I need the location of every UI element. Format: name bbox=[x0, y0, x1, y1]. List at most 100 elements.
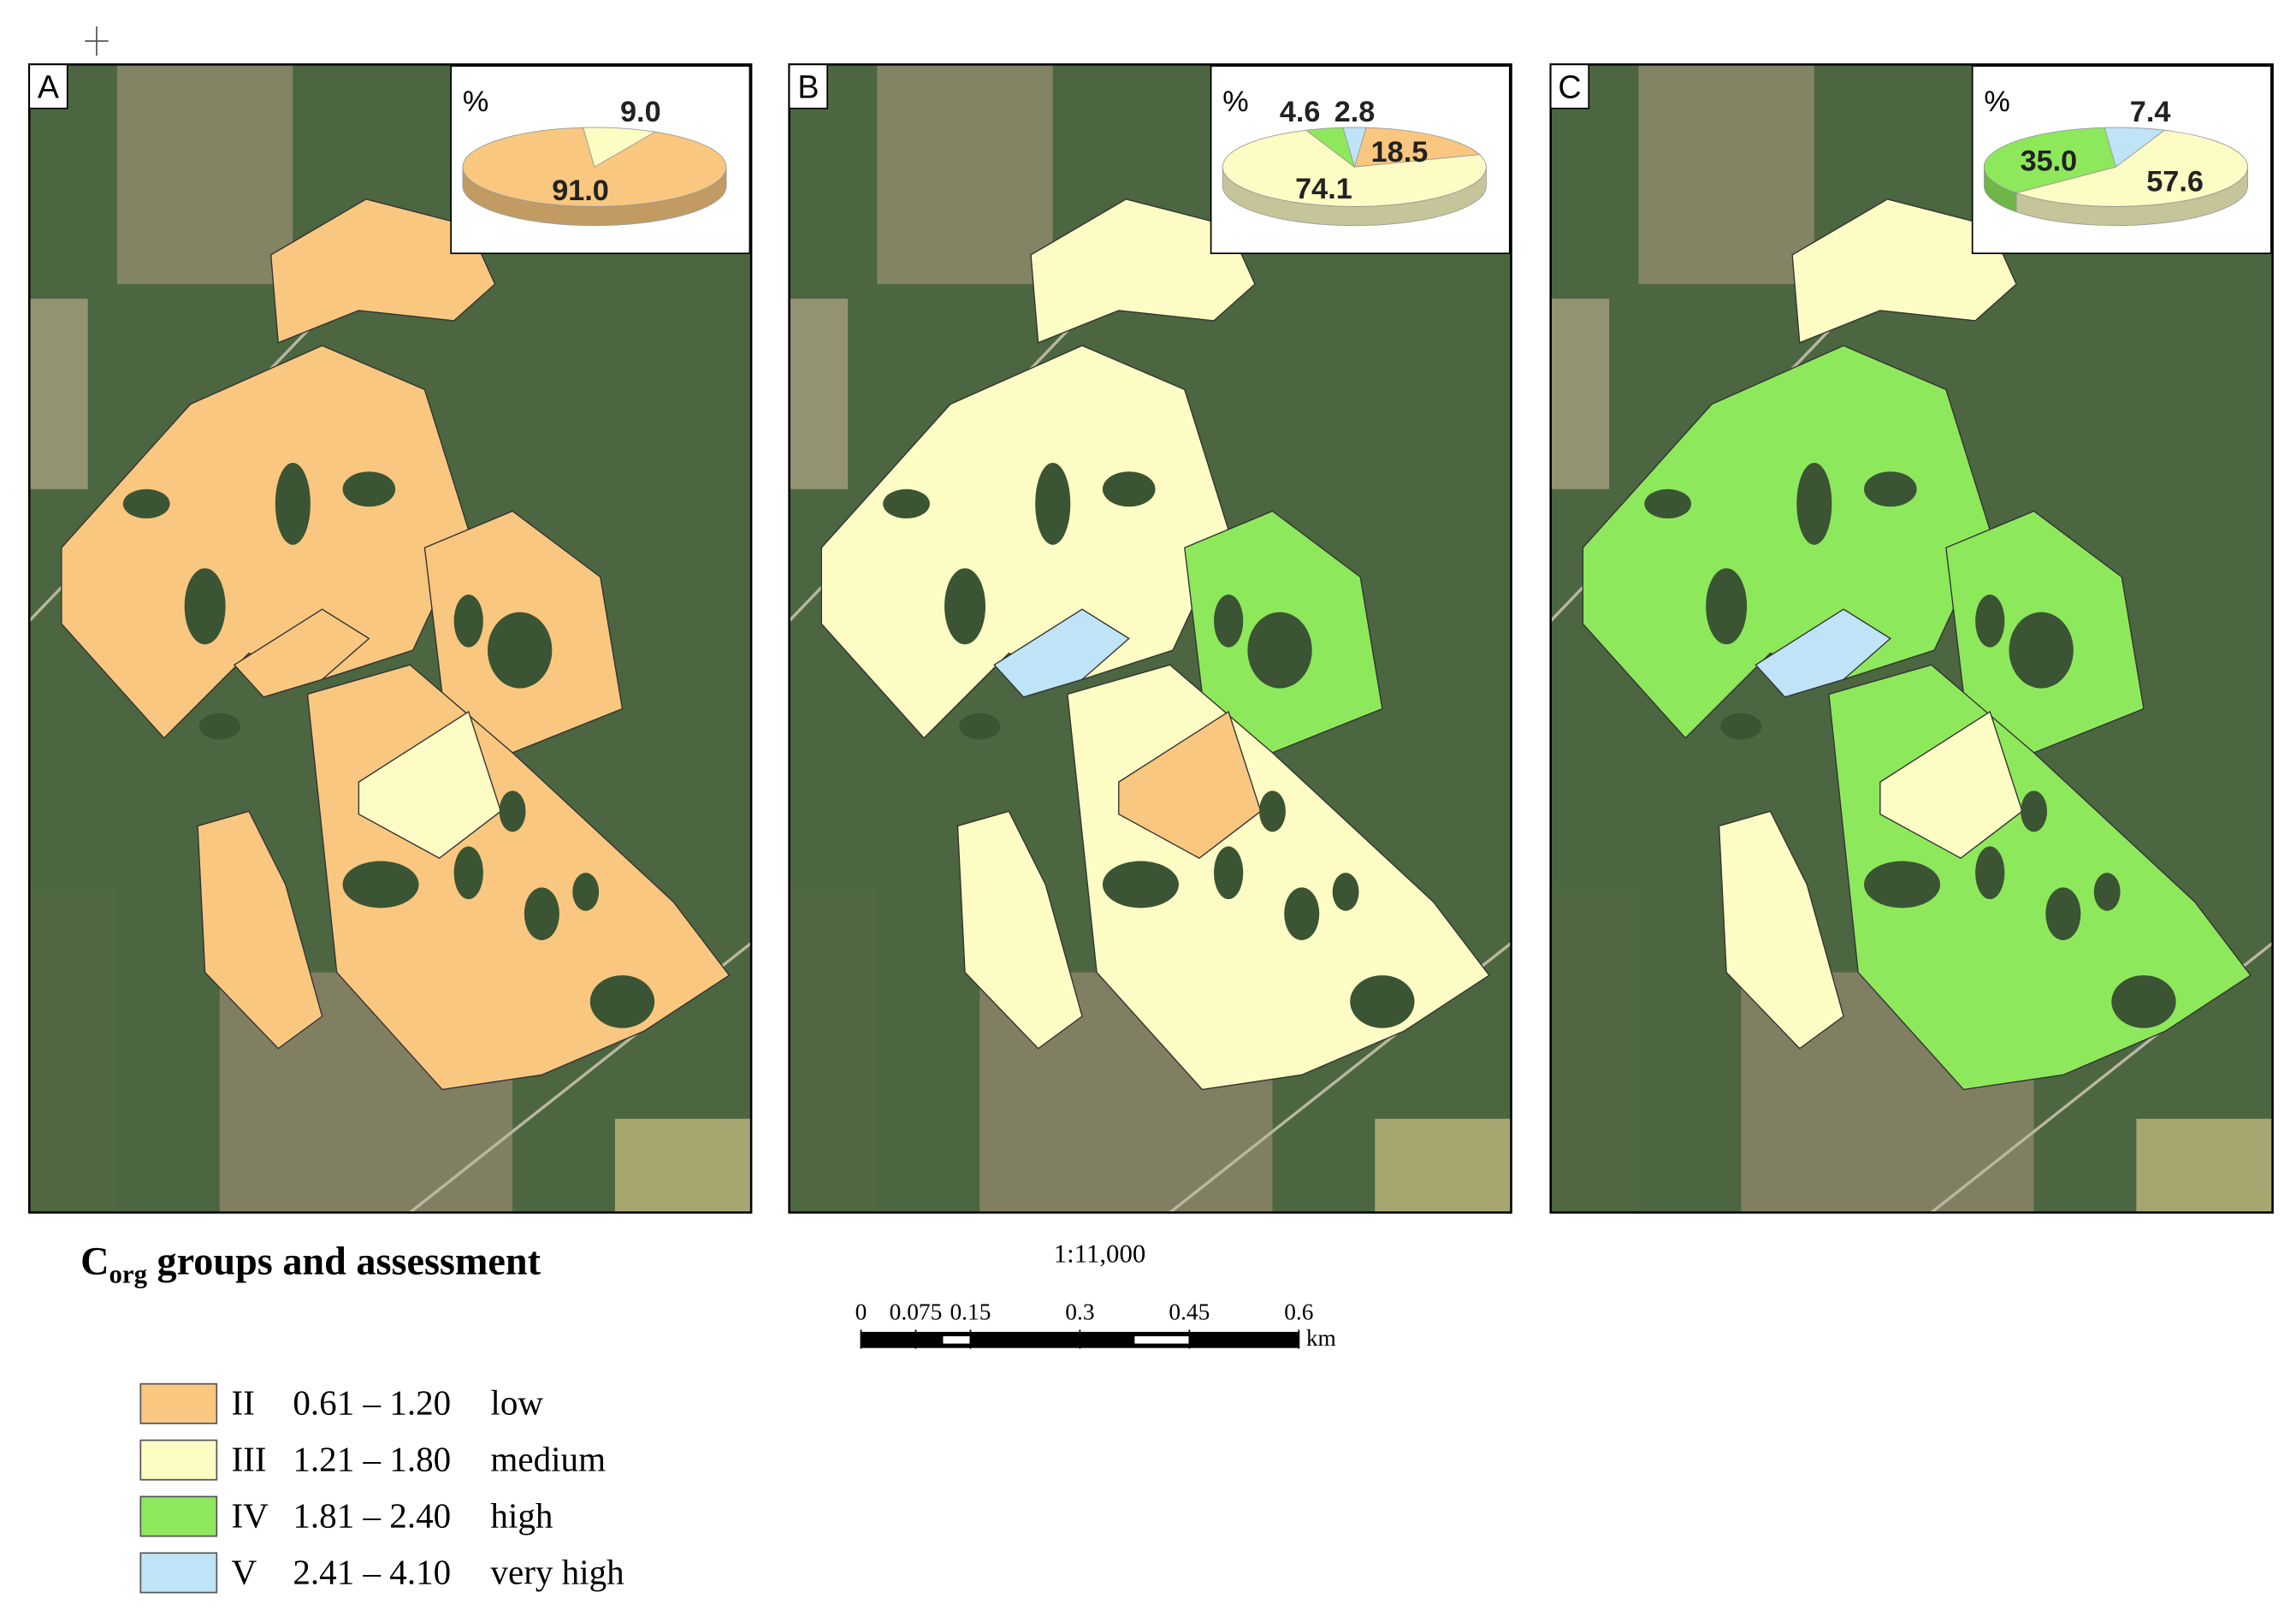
pie-slice bbox=[1305, 127, 1356, 169]
scale-unit: km bbox=[1306, 1325, 1336, 1351]
legend-group: III bbox=[231, 1439, 266, 1478]
pie-slice bbox=[1222, 129, 1487, 207]
forest-patch bbox=[122, 488, 170, 519]
scale-tick-label: 0 bbox=[855, 1299, 867, 1324]
panel-letter-box bbox=[28, 63, 68, 110]
forest-patch bbox=[1259, 790, 1286, 832]
soil-zone bbox=[197, 810, 323, 1050]
forest-patch bbox=[1720, 713, 1762, 740]
forest-patch bbox=[1102, 861, 1179, 909]
forest-patch bbox=[2021, 790, 2048, 832]
forest-patch bbox=[1644, 488, 1692, 519]
scale-tick-label: 0.6 bbox=[1284, 1299, 1313, 1324]
scale-tick-label: 0.3 bbox=[1065, 1299, 1094, 1324]
soil-zone bbox=[1755, 608, 1891, 698]
aerial-map bbox=[29, 64, 752, 1213]
forest-patch bbox=[1864, 861, 1941, 909]
legend-assessment: high bbox=[490, 1495, 553, 1535]
legend-swatch bbox=[139, 1552, 218, 1594]
scale-ratio: 1:11,000 bbox=[1054, 1240, 1146, 1269]
forest-patch bbox=[453, 846, 483, 900]
map-panel: B% 2.8 18.5 74.1 4.6 bbox=[788, 63, 1512, 1214]
forest-patch bbox=[275, 462, 311, 545]
panel-letter-box bbox=[1549, 63, 1590, 110]
forest-patch bbox=[1284, 887, 1320, 940]
legend-range: 2.41 – 4.10 bbox=[293, 1552, 451, 1591]
soil-zone bbox=[358, 710, 502, 859]
scale-segment-inner bbox=[970, 1336, 1026, 1344]
pie-slice bbox=[1983, 127, 2116, 193]
scale-segment-inner bbox=[943, 1336, 971, 1344]
pie-slice bbox=[462, 127, 727, 207]
legend-swatch bbox=[139, 1439, 218, 1481]
forest-patch bbox=[1796, 462, 1832, 545]
legend-range: 1.81 – 2.40 bbox=[293, 1495, 451, 1535]
legend-group: IV bbox=[231, 1495, 269, 1535]
pie-value-label: 4.6 bbox=[1280, 96, 1321, 128]
forest-patch bbox=[1706, 568, 1748, 645]
forest-patch bbox=[342, 471, 396, 507]
pie-slice bbox=[1353, 127, 1481, 168]
soil-zone bbox=[1791, 198, 2017, 344]
forest-patch bbox=[1035, 462, 1071, 545]
forest-patch bbox=[342, 861, 419, 909]
legend-group: II bbox=[231, 1383, 254, 1423]
legend-title-main: C bbox=[80, 1239, 109, 1282]
farm-field bbox=[29, 299, 88, 489]
aerial-map bbox=[789, 64, 1512, 1213]
forest-patch bbox=[2009, 612, 2074, 689]
soil-zone bbox=[269, 198, 496, 344]
soil-zone bbox=[1030, 198, 1256, 344]
forest-patch bbox=[524, 887, 559, 940]
forest-patch bbox=[944, 568, 985, 645]
farm-field bbox=[1638, 64, 1814, 285]
scale-tick-label: 0.45 bbox=[1169, 1299, 1210, 1324]
pie-value-label: 7.4 bbox=[2130, 96, 2171, 128]
pie-value-label: 35.0 bbox=[2021, 145, 2078, 177]
farm-field bbox=[789, 884, 878, 1213]
forest-patch bbox=[1102, 471, 1156, 507]
forest-patch bbox=[959, 713, 1001, 740]
forest-patch bbox=[1332, 873, 1359, 911]
legend-swatch bbox=[139, 1495, 218, 1537]
farm-field bbox=[29, 884, 117, 1213]
soil-zone bbox=[1118, 710, 1262, 859]
forest-patch bbox=[198, 713, 240, 740]
scale-tick-label: 0.075 bbox=[890, 1299, 943, 1324]
forest-patch bbox=[1975, 595, 2005, 648]
scale-tick-label: 0.15 bbox=[950, 1299, 991, 1324]
panel-border bbox=[27, 63, 753, 1214]
pie-value-label: 91.0 bbox=[552, 175, 609, 207]
forest-patch bbox=[1975, 846, 2005, 900]
soil-zone bbox=[956, 810, 1083, 1050]
farm-field bbox=[2136, 1118, 2273, 1213]
panel-letter: B bbox=[797, 69, 819, 105]
forest-patch bbox=[1864, 471, 1917, 507]
panel-border bbox=[788, 63, 1512, 1214]
pie-value-label: 74.1 bbox=[1295, 173, 1352, 205]
legend-group: V bbox=[231, 1552, 257, 1591]
farm-field bbox=[877, 64, 1053, 285]
forest-patch bbox=[589, 975, 655, 1028]
forest-patch bbox=[572, 873, 600, 911]
legend-range: 1.21 – 1.80 bbox=[293, 1439, 451, 1478]
scale-segment-inner bbox=[861, 1336, 889, 1344]
forest-patch bbox=[1350, 975, 1415, 1028]
legend-swatch bbox=[139, 1382, 218, 1424]
pie-value-label: 18.5 bbox=[1371, 136, 1429, 169]
farm-field bbox=[1550, 299, 1610, 489]
forest-patch bbox=[1247, 612, 1312, 689]
forest-patch bbox=[184, 568, 226, 645]
soil-zone bbox=[1718, 810, 1844, 1050]
scale-segment-inner bbox=[1189, 1336, 1245, 1344]
pie-unit: % bbox=[463, 86, 488, 118]
farm-field bbox=[789, 299, 849, 489]
forest-patch bbox=[1214, 846, 1244, 900]
farm-field bbox=[614, 1118, 752, 1213]
panel-letter-box bbox=[788, 63, 828, 110]
pie-value-label: 2.8 bbox=[1334, 96, 1376, 128]
pie-value-label: 57.6 bbox=[2146, 166, 2204, 198]
legend-assessment: low bbox=[490, 1383, 543, 1423]
legend-assessment: very high bbox=[490, 1552, 624, 1591]
